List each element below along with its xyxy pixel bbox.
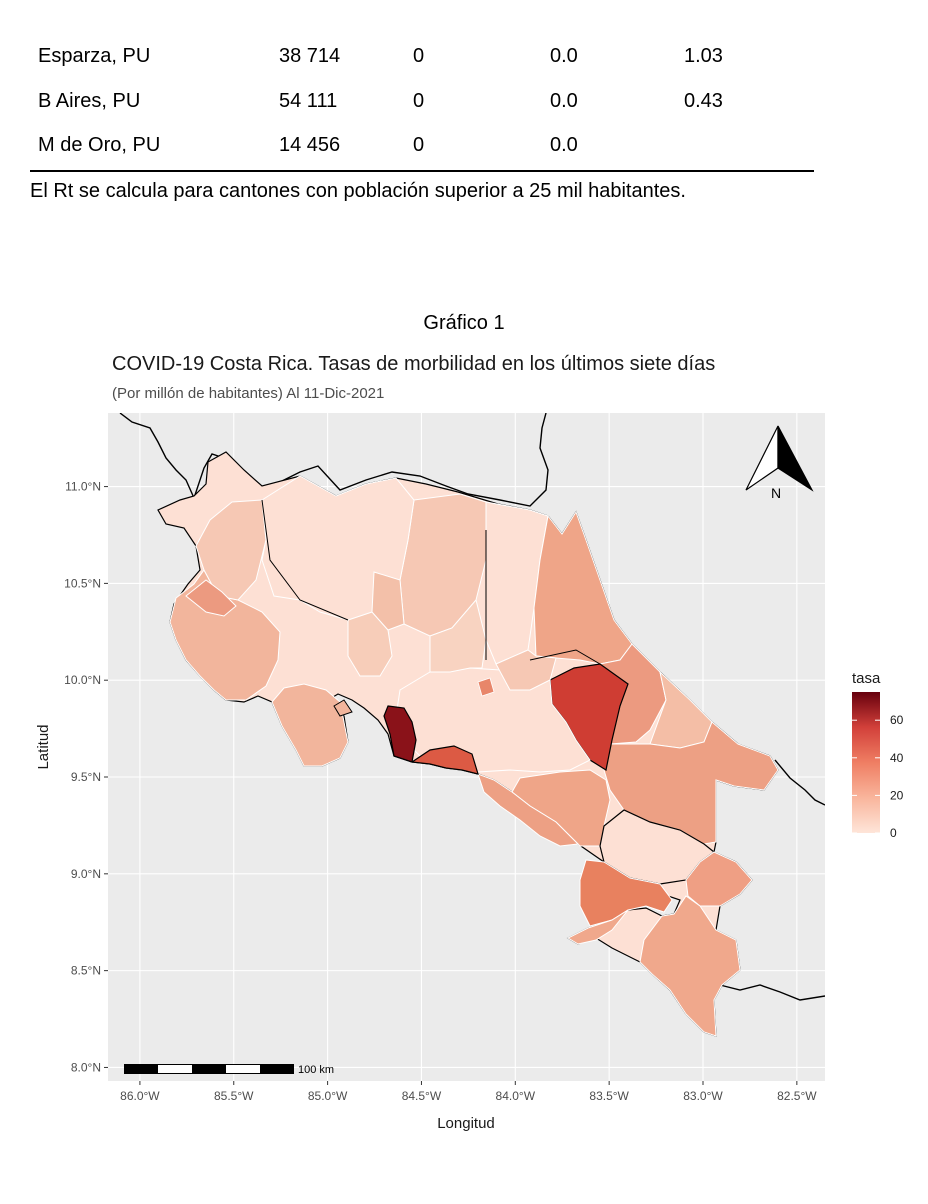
north-arrow-icon — [745, 425, 814, 492]
x-tick-label: 83.0°W — [683, 1089, 723, 1103]
y-axis: 11.0°N 10.5°N 10.0°N 9.5°N 9.0°N 8.5°N 8.0°N — [64, 480, 108, 1074]
table-cell: 0.0 — [550, 45, 578, 67]
x-tick-label: 84.0°W — [496, 1089, 536, 1103]
y-tick-label: 10.5°N — [64, 576, 101, 590]
chart-title: COVID-19 Costa Rica. Tasas de morbilidad… — [112, 353, 716, 375]
region-osa-peninsula — [566, 909, 629, 945]
table-cell: 1.03 — [684, 45, 723, 67]
scale-bar-label: 100 km — [298, 1064, 334, 1076]
table-cell: 0.43 — [684, 90, 723, 112]
province-borders — [261, 499, 601, 665]
x-tick-label: 82.5°W — [777, 1089, 817, 1103]
y-axis-title: Latitud — [35, 724, 52, 769]
region-coto-brus — [685, 851, 753, 907]
table-row: B Aires, PU 54 111 0 0.0 0.43 — [0, 86, 928, 116]
nicaragua-coastline — [119, 413, 549, 507]
x-tick-label: 85.5°W — [214, 1089, 254, 1103]
region-central-west — [429, 598, 487, 673]
region-osa — [579, 859, 673, 927]
x-tick-label: 83.5°W — [589, 1089, 629, 1103]
scale-bar — [124, 1064, 294, 1074]
x-axis: 86.0°W 85.5°W 85.0°W 84.5°W 84.0°W 83.5°W 83.0… — [120, 1081, 817, 1103]
region-nicoya-south — [271, 683, 349, 767]
table-cell: B Aires, PU — [38, 90, 141, 112]
region-liberia — [185, 579, 237, 617]
table-footnote: El Rt se calcula para cantones con pobla… — [30, 180, 686, 202]
x-axis-title: Longitud — [437, 1115, 495, 1132]
region-gulf-island — [333, 699, 353, 717]
legend-colorbar — [852, 692, 880, 833]
legend-tick-label: 20 — [890, 788, 904, 802]
region-central-east — [495, 649, 557, 691]
y-tick-label: 9.5°N — [71, 770, 101, 784]
region-garabito — [383, 705, 417, 763]
table-row: M de Oro, PU 14 456 0 0.0 — [0, 130, 928, 160]
y-tick-label: 9.0°N — [71, 867, 101, 881]
table-cell: 0.0 — [550, 134, 578, 156]
region-parrita — [410, 745, 479, 775]
table-bottom-rule — [30, 170, 814, 172]
x-tick-label: 85.0°W — [308, 1089, 348, 1103]
legend-ticks: 60 40 20 0 — [852, 713, 904, 840]
map-regions — [119, 413, 825, 1037]
table-cell: 0.0 — [550, 90, 578, 112]
legend-tick-label: 40 — [890, 751, 904, 765]
x-tick-label: 84.5°W — [402, 1089, 442, 1103]
north-arrow-label: N — [771, 485, 781, 501]
panama-coastline — [719, 984, 825, 1001]
region-guatuso — [371, 571, 405, 631]
y-tick-label: 11.0°N — [65, 480, 101, 494]
table-cell: 38 714 — [279, 45, 341, 67]
figure-caption: Gráfico 1 — [423, 312, 505, 334]
y-tick-label: 8.5°N — [71, 964, 101, 978]
legend-tick-label: 60 — [890, 713, 904, 727]
region-golfito — [639, 895, 741, 1037]
region-aguirre — [477, 773, 580, 847]
x-tick-label: 86.0°W — [120, 1089, 160, 1103]
table-cell: 54 111 — [279, 90, 338, 112]
table-cell: 14 456 — [279, 134, 341, 156]
panama-coastline-2 — [774, 759, 825, 806]
y-tick-label: 10.0°N — [64, 673, 101, 687]
table-cell: M de Oro, PU — [38, 134, 161, 156]
table-cell: 0 — [413, 90, 425, 112]
table-row: Esparza, PU 38 714 0 0.0 1.03 — [0, 41, 928, 71]
chart-subtitle: (Por millón de habitantes) Al 11-Dic-202… — [112, 385, 385, 402]
table-cell: Esparza, PU — [38, 45, 151, 67]
legend-title: tasa — [852, 670, 881, 687]
table-cell: 0 — [413, 134, 425, 156]
y-tick-label: 8.0°N — [71, 1060, 101, 1074]
region-small-medium — [477, 677, 495, 697]
table-cell: 0 — [413, 45, 425, 67]
legend-tick-label: 0 — [890, 826, 897, 840]
